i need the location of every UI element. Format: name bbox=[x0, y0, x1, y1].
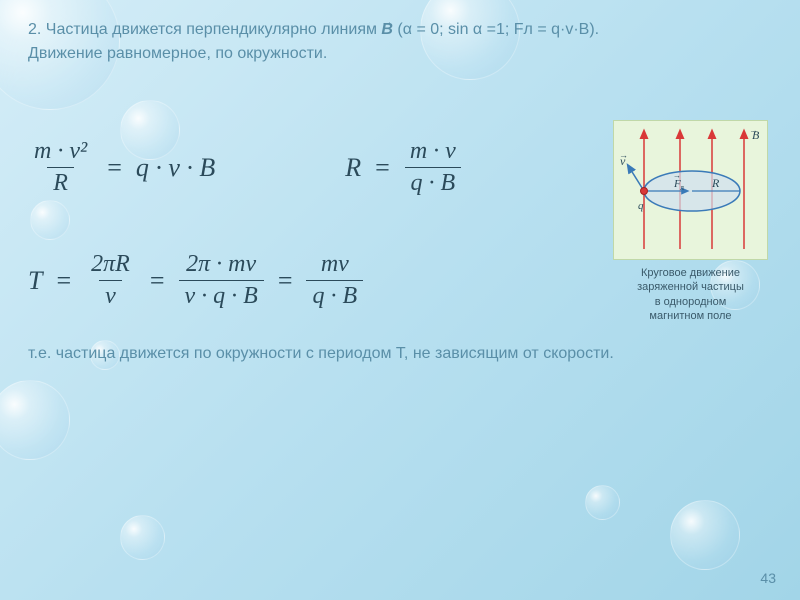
diagram-circular-motion: B → v → F л → R q bbox=[613, 120, 768, 260]
heading-line2: Движение равномерное, по окружности. bbox=[28, 45, 327, 62]
svg-text:→: → bbox=[673, 171, 681, 180]
svg-text:q: q bbox=[638, 200, 644, 212]
diagram-svg: B → v → F л → R q bbox=[614, 121, 769, 261]
page-number: 43 bbox=[760, 570, 776, 586]
heading-suffix: (α = 0; sin α =1; Fл = q·v·B). bbox=[393, 21, 599, 38]
formula-centripetal: m · v² R = q · v · B bbox=[28, 136, 215, 199]
slide-content: 2. Частица движется перпендикулярно лини… bbox=[0, 0, 800, 600]
svg-text:→: → bbox=[619, 150, 628, 160]
svg-text:л: л bbox=[680, 183, 684, 192]
diagram-container: B → v → F л → R q Круговое движение заря… bbox=[613, 120, 768, 323]
vector-B: →B bbox=[381, 18, 393, 42]
svg-text:R: R bbox=[711, 176, 720, 190]
diagram-caption: Круговое движение заряженной частицы в о… bbox=[613, 266, 768, 323]
heading-prefix: 2. Частица движется перпендикулярно лини… bbox=[28, 21, 381, 38]
formula-radius: R = m · v q · B bbox=[345, 136, 462, 199]
conclusion-text: т.е. частица движется по окружности с пе… bbox=[28, 342, 772, 366]
slide-heading: 2. Частица движется перпендикулярно лини… bbox=[28, 18, 772, 66]
svg-text:→: → bbox=[749, 125, 758, 135]
